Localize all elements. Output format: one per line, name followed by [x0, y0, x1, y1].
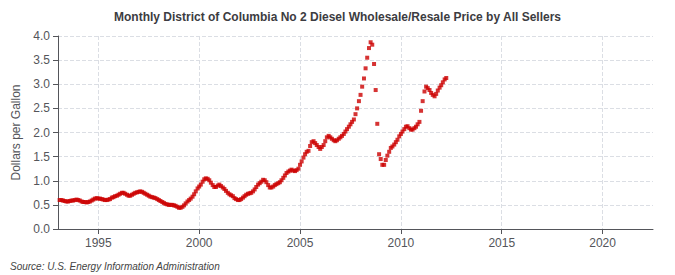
- svg-text:2010: 2010: [388, 236, 415, 250]
- svg-text:2015: 2015: [488, 236, 515, 250]
- svg-text:0.0: 0.0: [33, 222, 50, 236]
- svg-text:1.0: 1.0: [33, 174, 50, 188]
- svg-text:2.0: 2.0: [33, 126, 50, 140]
- svg-text:2020: 2020: [589, 236, 616, 250]
- svg-text:1.5: 1.5: [33, 150, 50, 164]
- svg-text:0.5: 0.5: [33, 198, 50, 212]
- svg-text:Source: U.S. Energy Informatio: Source: U.S. Energy Information Administ…: [10, 261, 220, 272]
- svg-text:2.5: 2.5: [33, 101, 50, 115]
- svg-text:Monthly District of Columbia N: Monthly District of Columbia No 2 Diesel…: [114, 10, 561, 24]
- svg-text:3.5: 3.5: [33, 53, 50, 67]
- svg-text:4.0: 4.0: [33, 29, 50, 43]
- svg-text:3.0: 3.0: [33, 77, 50, 91]
- svg-text:Dollars per Gallon: Dollars per Gallon: [9, 84, 23, 180]
- svg-text:1995: 1995: [85, 236, 112, 250]
- svg-text:2005: 2005: [287, 236, 314, 250]
- svg-text:2000: 2000: [186, 236, 213, 250]
